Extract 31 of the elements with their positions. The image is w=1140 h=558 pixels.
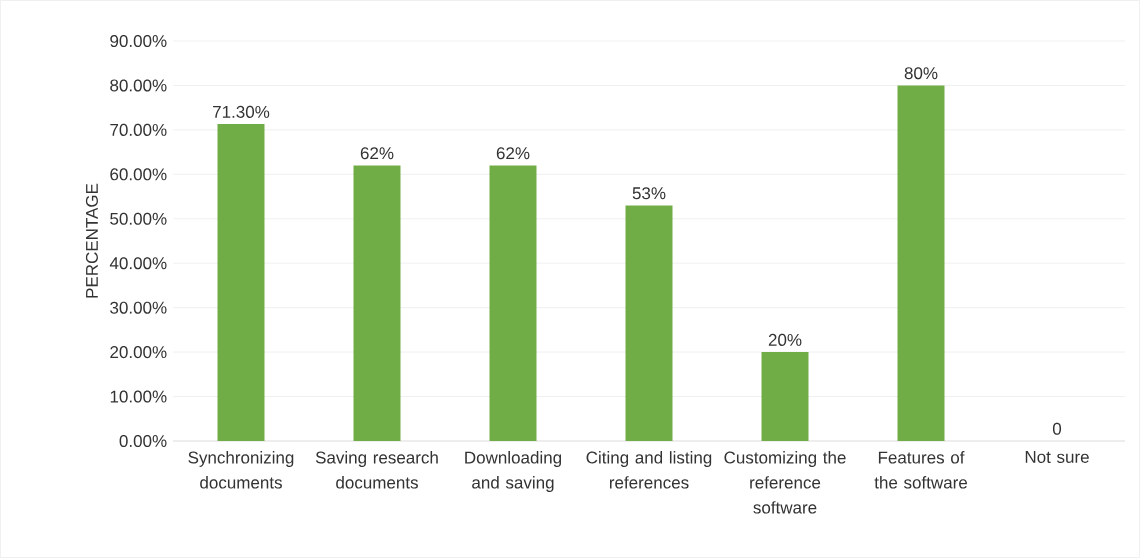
y-tick-label: 40.00% — [109, 257, 167, 270]
data-label: 0 — [1052, 422, 1062, 435]
x-tick-label: Saving research documents — [315, 451, 438, 489]
y-tick-label: 10.00% — [110, 390, 167, 403]
y-axis-title: PERCENTAGE — [85, 183, 98, 298]
x-tick-label: Downloading and saving — [465, 451, 562, 492]
y-tick-label: 60.00% — [110, 168, 167, 181]
x-tick-label: Not sure — [1025, 451, 1089, 463]
y-tick-label: 80.00% — [110, 79, 167, 92]
y-tick-label: 20.00% — [110, 346, 167, 359]
data-label: 71.30% — [213, 105, 270, 118]
bar — [625, 205, 673, 441]
data-label: 20% — [768, 333, 802, 346]
bar — [489, 165, 537, 441]
x-tick-label: Citing and listing references — [586, 451, 712, 489]
bar — [217, 124, 265, 441]
y-tick-label: 70.00% — [110, 123, 167, 136]
x-tick-label: Synchronizing documents — [188, 451, 294, 489]
y-tick-label: 90.00% — [110, 34, 167, 48]
data-label: 62% — [496, 147, 530, 160]
data-label: 62% — [360, 147, 394, 160]
y-tick-label: 50.00% — [110, 212, 167, 225]
bar — [761, 352, 809, 441]
x-tick-label: Customizing the reference software — [724, 451, 846, 514]
data-label: 80% — [904, 67, 938, 80]
bar — [897, 85, 945, 441]
data-label: 53% — [632, 187, 666, 200]
x-tick-label: Features of the software — [874, 451, 968, 489]
y-tick-label: 0.00% — [119, 434, 167, 448]
y-tick-label: 30.00% — [110, 301, 167, 314]
bar — [353, 165, 401, 441]
